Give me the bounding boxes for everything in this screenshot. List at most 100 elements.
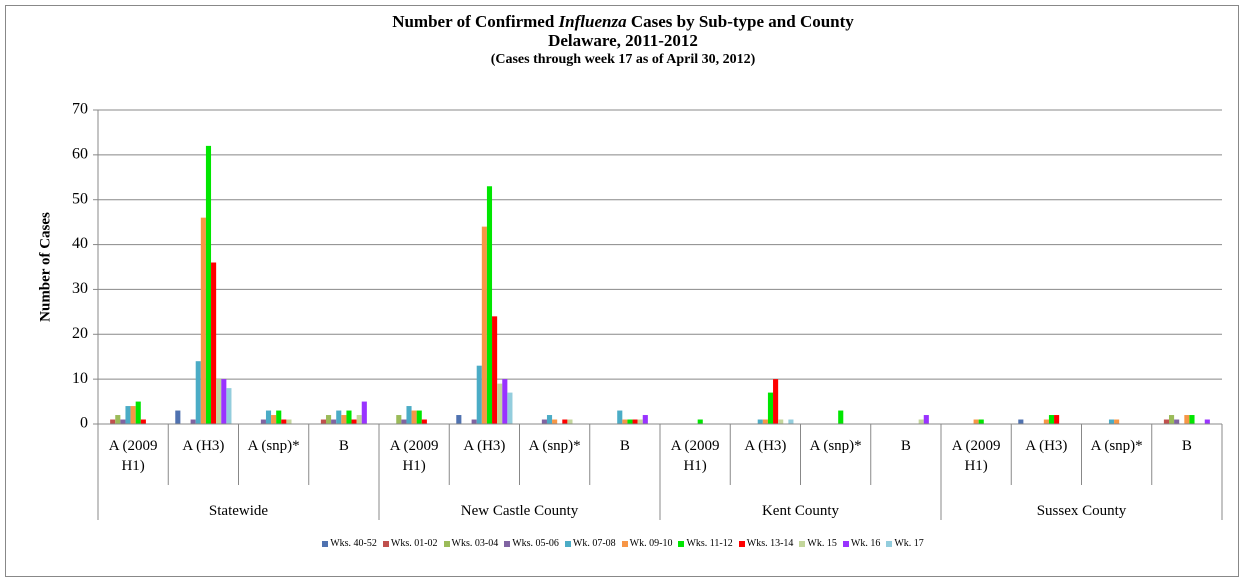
bar xyxy=(135,401,141,424)
x-tick-label: A (2009 H1) xyxy=(108,438,158,474)
bar xyxy=(1189,415,1195,424)
bar xyxy=(200,217,206,424)
bar xyxy=(471,419,477,424)
x-tick-label: B xyxy=(900,438,911,454)
bar xyxy=(416,410,422,424)
chart-frame xyxy=(5,5,1239,577)
legend-swatch xyxy=(842,540,849,547)
bar xyxy=(1184,415,1190,424)
bar xyxy=(271,415,277,424)
x-tick-label: A (snp)* xyxy=(528,438,581,454)
bar xyxy=(1048,415,1055,424)
bar xyxy=(973,419,979,424)
x-tick-label: B xyxy=(338,438,349,454)
legend-label: Wks. 11-12 xyxy=(686,538,733,549)
legend-swatch xyxy=(621,540,628,547)
bar xyxy=(260,419,266,424)
y-tick-label: 30 xyxy=(72,280,88,297)
bar xyxy=(486,186,493,424)
legend-item: Wk. 15 xyxy=(799,538,837,549)
legend-label: Wks. 40-52 xyxy=(330,538,377,549)
legend-item: Wks. 13-14 xyxy=(738,538,793,549)
bar xyxy=(978,419,984,424)
bar xyxy=(1168,415,1175,424)
bar xyxy=(336,410,342,424)
x-tick-label: A (2009 H1) xyxy=(670,438,720,474)
legend-swatch xyxy=(382,540,389,547)
legend-label: Wk. 17 xyxy=(894,538,924,549)
bar xyxy=(1114,419,1120,424)
bar xyxy=(637,419,643,424)
bar xyxy=(406,406,412,424)
bar xyxy=(341,415,347,424)
legend-swatch xyxy=(443,540,450,547)
bar xyxy=(421,419,427,424)
bar xyxy=(276,410,282,424)
x-tick-label: A (snp)* xyxy=(247,438,300,454)
x-tick-label: A (H3) xyxy=(463,438,506,454)
bar xyxy=(567,419,573,424)
bar xyxy=(497,383,503,424)
group-label: Statewide xyxy=(208,503,269,519)
bar xyxy=(356,415,362,424)
legend-label: Wks. 05-06 xyxy=(512,538,559,549)
x-tick-label: B xyxy=(619,438,630,454)
legend-item: Wks. 01-02 xyxy=(382,538,438,549)
bar xyxy=(286,419,292,424)
bar xyxy=(697,419,703,424)
title-block: Number of Confirmed Influenza Cases by S… xyxy=(0,12,1246,69)
y-tick-label: 60 xyxy=(72,146,88,163)
legend: Wks. 40-52 Wks. 01-02 Wks. 03-04 Wks. 05-06… xyxy=(0,538,1246,549)
bar xyxy=(762,419,768,424)
legend-item: Wk. 17 xyxy=(886,538,924,549)
legend-item: Wk. 16 xyxy=(842,538,881,549)
bar xyxy=(918,419,924,424)
bar xyxy=(757,419,763,424)
title-part: Cases by Sub-type and County xyxy=(630,12,854,31)
bar xyxy=(546,415,553,424)
bar xyxy=(265,410,272,424)
bar xyxy=(411,410,417,424)
bar xyxy=(1043,419,1049,424)
legend-swatch xyxy=(322,540,329,547)
title-part: Number of Confirmed xyxy=(392,12,555,31)
bar xyxy=(1163,419,1169,424)
title-part: Influenza xyxy=(558,12,627,31)
bar xyxy=(115,415,121,424)
group-label: New Castle County xyxy=(460,503,579,519)
x-tick-label: A (snp)* xyxy=(1090,438,1143,454)
bar xyxy=(120,419,126,424)
bar xyxy=(320,419,326,424)
legend-label: Wks. 01-02 xyxy=(390,538,438,549)
legend-label: Wk. 15 xyxy=(807,538,837,549)
bar xyxy=(175,410,181,424)
legend-swatch xyxy=(799,540,806,547)
legend-label: Wk. 16 xyxy=(850,538,881,549)
bar xyxy=(281,419,287,424)
bar xyxy=(216,379,222,424)
bar xyxy=(140,419,146,424)
bar xyxy=(788,419,794,424)
bar xyxy=(1174,419,1180,424)
bar xyxy=(190,419,196,424)
bar xyxy=(923,415,929,424)
bar xyxy=(492,316,498,424)
x-tick-label: A (2009 H1) xyxy=(389,438,439,474)
bar xyxy=(632,419,638,424)
legend-label: Wks. 03-04 xyxy=(451,538,499,549)
bar xyxy=(627,419,633,424)
bar xyxy=(396,415,402,424)
bar xyxy=(778,419,784,424)
bar xyxy=(507,392,513,424)
legend-swatch xyxy=(678,540,685,547)
legend-label: Wk. 07-08 xyxy=(572,538,616,549)
y-tick-label: 70 xyxy=(72,101,88,118)
bar xyxy=(205,145,212,424)
bar xyxy=(1054,415,1060,424)
legend-swatch xyxy=(738,540,745,547)
bar xyxy=(767,392,774,424)
subtitle: Delaware, 2011-2012 xyxy=(548,31,698,50)
bar xyxy=(195,361,201,424)
bar xyxy=(773,379,779,424)
x-tick-label: A (snp)* xyxy=(809,438,862,454)
